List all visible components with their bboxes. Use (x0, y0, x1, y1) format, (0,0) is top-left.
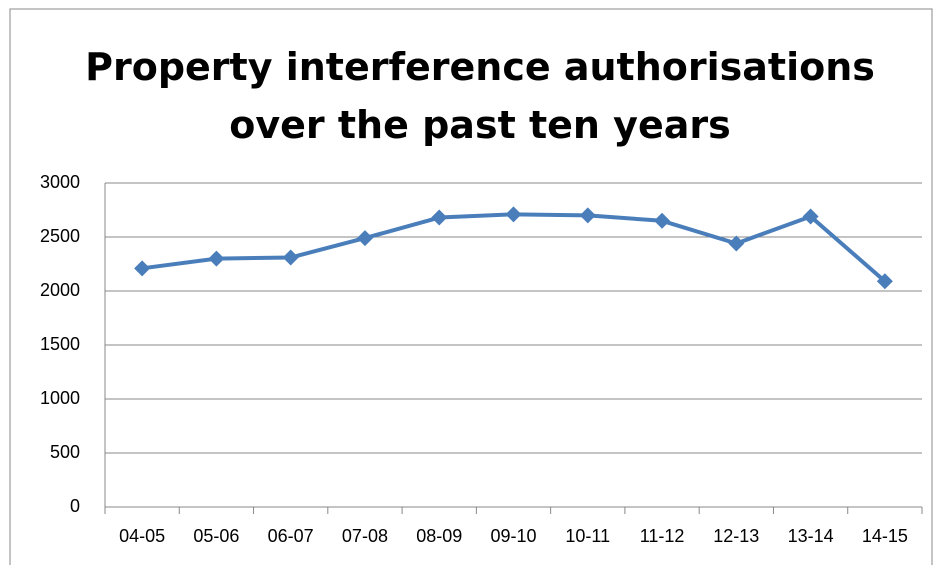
data-point (208, 250, 225, 267)
x-tick-label: 05-06 (193, 526, 239, 546)
chart-title: Property interference authorisations ove… (85, 45, 875, 147)
data-point (134, 260, 151, 277)
data-point (282, 249, 299, 266)
data-point (356, 230, 373, 247)
y-tick-label: 2500 (40, 226, 80, 246)
x-tick-label: 06-07 (268, 526, 314, 546)
data-point (431, 209, 448, 226)
x-tick-label: 09-10 (490, 526, 536, 546)
data-point (654, 212, 671, 229)
x-tick-label: 12-13 (713, 526, 759, 546)
x-tick-label: 07-08 (342, 526, 388, 546)
x-tick-label: 14-15 (862, 526, 908, 546)
chart-border (9, 8, 933, 565)
y-tick-label: 1000 (40, 388, 80, 408)
x-tick-label: 08-09 (416, 526, 462, 546)
y-tick-label: 1500 (40, 334, 80, 354)
y-tick-label: 500 (50, 442, 80, 462)
data-point (505, 206, 522, 223)
x-tick-label: 04-05 (119, 526, 165, 546)
y-tick-label: 0 (70, 496, 80, 516)
data-line (141, 212, 887, 283)
x-tick-label: 13-14 (788, 526, 834, 546)
y-tick-label: 3000 (40, 172, 80, 192)
y-tick-label: 2000 (40, 280, 80, 300)
x-tick-label: 11-12 (640, 526, 685, 546)
data-point (876, 273, 893, 290)
data-point (579, 207, 596, 224)
data-point (802, 208, 819, 225)
data-point (728, 235, 745, 252)
x-tick-label: 10-11 (565, 526, 610, 546)
